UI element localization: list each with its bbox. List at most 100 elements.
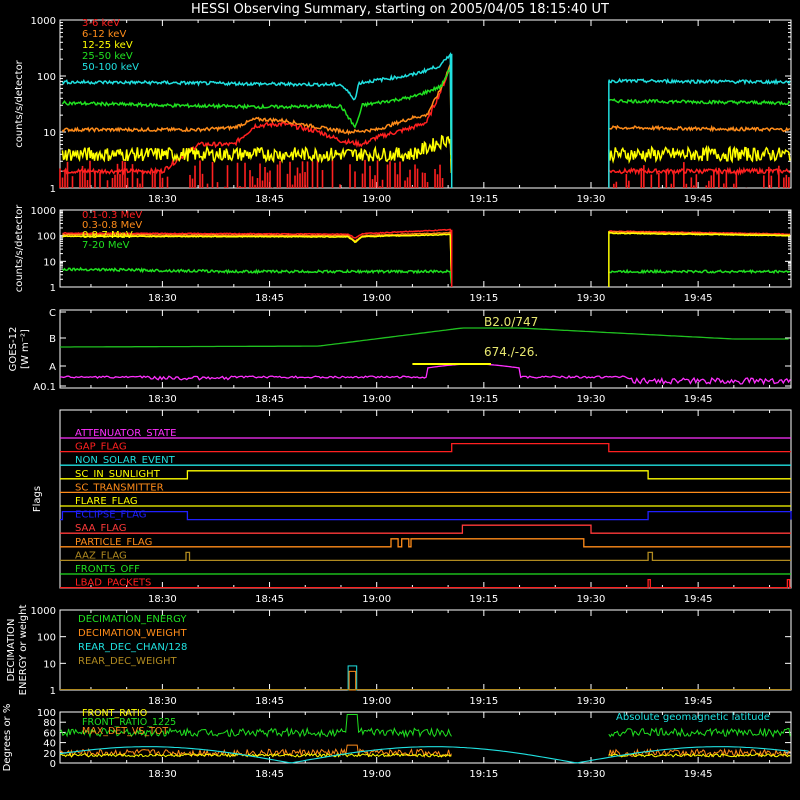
decim-xtick-label: 19:15: [469, 696, 498, 707]
goes-xtick-label: 19:45: [684, 394, 713, 405]
lowE-series-line: [61, 64, 453, 157]
lowE-series-line: [608, 77, 791, 86]
flags-flag-label: SC_IN_SUNLIGHT: [75, 469, 161, 480]
flags-flag-trace: [60, 470, 791, 480]
flags-flag-trace: [60, 538, 791, 548]
ratio-ytick-label: 20: [43, 749, 56, 760]
highE-xtick-label: 18:30: [148, 293, 177, 304]
decim-ytick-label: 10: [43, 659, 56, 670]
lowE-xtick-label: 19:30: [577, 194, 606, 205]
flags-xtick-label: 18:45: [255, 594, 284, 605]
ratio-ytick-label: 60: [43, 728, 56, 739]
ratio-xtick-label: 18:30: [148, 769, 177, 780]
flags-flag-label: ATTENUATOR_STATE: [75, 428, 176, 439]
highE-xtick-label: 19:15: [469, 293, 498, 304]
flags-xtick-label: 19:30: [577, 594, 606, 605]
lowE-series-line: [61, 51, 453, 155]
flags-flag-label: PARTICLE_FLAG: [75, 537, 152, 548]
lowE-legend-entry: 50-100 keV: [82, 62, 139, 73]
flags-flag-label: FLARE_FLAG: [75, 496, 138, 507]
ratio-frame: [59, 711, 792, 764]
flags-flag-trace: [60, 524, 791, 534]
goes-annotation: B2.0/747: [484, 315, 538, 329]
flags-flag-trace: [60, 442, 791, 453]
ratio-legend-entry: MAX_DET_VS_TOT: [82, 726, 168, 737]
ratio-front-ratio-1225-line: [59, 714, 452, 739]
ratio-ytick-label: 40: [43, 739, 56, 750]
lowE-ytick-label: 10: [43, 128, 56, 139]
highE-legend-entry: 0.3-0.8 MeV: [82, 220, 142, 231]
highE-ytick-label: 1: [50, 283, 56, 294]
ratio-max-det-line: [608, 747, 791, 758]
lowE-ylabel: counts/s/detector: [14, 59, 25, 147]
highE-series-line: [62, 228, 453, 273]
lowE-xtick-label: 18:30: [148, 194, 177, 205]
flags-flag-trace: [60, 510, 792, 521]
flags-xtick-label: 19:15: [469, 594, 498, 605]
flags-flag-label: SC_TRANSMITTER: [75, 482, 164, 493]
flags-flag-label: ECLIPSE_FLAG: [75, 510, 146, 521]
ratio-legend-entry: FRONT_RATIO: [82, 708, 147, 719]
goes-ytick-label: A0.1: [33, 382, 56, 393]
ratio-ytick-label: 100: [37, 708, 56, 719]
decim-ytick-label: 1000: [31, 606, 56, 617]
decim-xtick-label: 19:45: [684, 696, 713, 707]
highE-series-line: [62, 231, 453, 274]
goes-long-line: [60, 327, 789, 348]
flags-flag-label: LBAD_PACKETS: [75, 578, 151, 589]
flags-xtick-label: 19:45: [684, 594, 713, 605]
highE-ylabel: counts/s/detector: [14, 204, 25, 292]
ratio-front-ratio-line: [608, 753, 791, 758]
decim-xtick-label: 18:45: [255, 696, 284, 707]
ratio-xtick-label: 19:00: [362, 769, 391, 780]
lowE-ytick-label: 1000: [31, 16, 56, 27]
flags-flag-label: FRONTS_OFF: [75, 564, 140, 575]
flags-flag-label: NON_SOLAR_EVENT: [75, 455, 176, 466]
decim-legend-entry: REAR_DEC_WEIGHT: [78, 656, 177, 667]
highE-series-line: [608, 232, 791, 237]
decim-legend-entry: DECIMATION_ENERGY: [78, 614, 187, 625]
highE-xtick-label: 19:45: [684, 293, 713, 304]
lowE-ytick-label: 1: [50, 184, 56, 195]
flags-flag-label: GAP_FLAG: [75, 442, 127, 453]
highE-ytick-label: 100: [37, 232, 56, 243]
lowE-legend-entry: 3-6 keV: [82, 18, 120, 29]
highE-series-line: [608, 268, 791, 275]
plot-panels: 18:30 18:45 19:00 19:15 19:30 19:451101001000…: [2, 16, 792, 780]
decim-xtick-label: 19:00: [362, 696, 391, 707]
highE-series-line: [61, 266, 453, 284]
lowE-legend-entry: 12-25 keV: [82, 40, 133, 51]
lowE-xtick-label: 18:45: [255, 194, 284, 205]
decim-ytick-label: 1: [50, 686, 56, 697]
lowE-series-line: [608, 144, 791, 165]
decim-legend-entry: DECIMATION_WEIGHT: [78, 628, 187, 639]
goes-annotation: 674./-26.: [484, 345, 538, 359]
flags-flag-trace: [60, 551, 791, 562]
ratio-ytick-label: 80: [43, 718, 56, 729]
lowE-xtick-label: 19:15: [469, 194, 498, 205]
decim-xtick-label: 19:30: [577, 696, 606, 707]
highE-ytick-label: 1000: [31, 206, 56, 217]
flags-ylabel: Flags: [32, 486, 43, 512]
flags-flag-label: AAZ_FLAG: [75, 550, 127, 561]
figure-title: HESSI Observing Summary, starting on 200…: [191, 2, 609, 17]
lowE-series-line: [608, 124, 791, 133]
goes-ytick-label: B: [49, 334, 56, 345]
goes-xtick-label: 19:15: [469, 394, 498, 405]
ratio-legend-entry: FRONT_RATIO_1225: [82, 717, 176, 728]
ratio-xtick-label: 19:30: [577, 769, 606, 780]
highE-series-line: [62, 233, 453, 274]
flags-flag-label: SAA_FLAG: [75, 523, 126, 534]
goes-ylabel2: [W m⁻²]: [20, 329, 31, 369]
lowE-series-line: [608, 166, 791, 176]
highE-legend-entry: 0.1-0.3 MeV: [82, 210, 142, 221]
decim-xtick-label: 18:30: [148, 696, 177, 707]
ratio-xtick-label: 19:45: [684, 769, 713, 780]
goes-ytick-label: C: [49, 308, 56, 319]
ratio-ylabel: Degrees or %: [2, 704, 13, 772]
ratio-ytick-label: 0: [50, 759, 56, 770]
highE-frame: [59, 209, 792, 288]
lowE-ytick-label: 100: [37, 72, 56, 83]
lowE-series-line: [608, 98, 791, 106]
